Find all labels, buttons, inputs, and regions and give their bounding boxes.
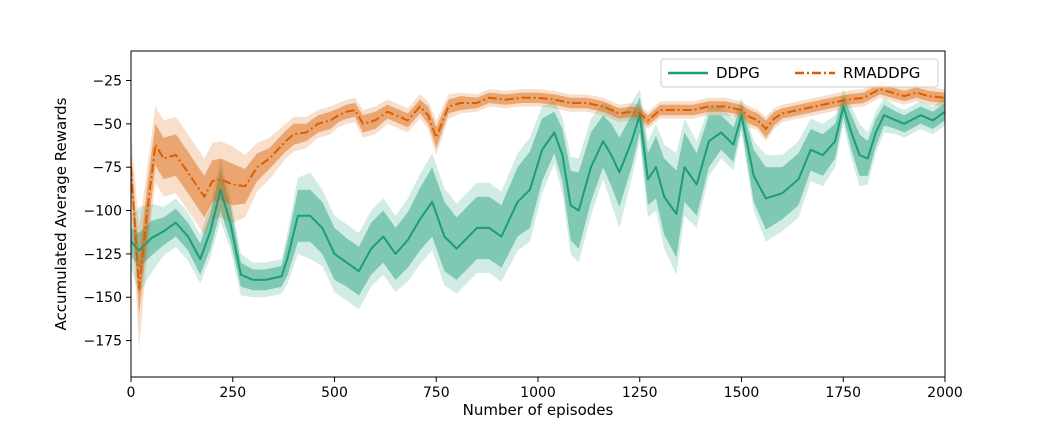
axis-ticks: 0 250 500 750 1000 1250 1500 1750 2000 −175 −150 −1… <box>84 73 963 401</box>
y-tick-label: −25 <box>92 73 122 89</box>
x-tick-label: 1250 <box>622 385 658 401</box>
legend: DDPG RMADDPG <box>660 58 939 88</box>
y-axis-title: Accumulated Average Rewards <box>52 97 70 330</box>
x-tick-label: 1000 <box>520 385 556 401</box>
y-tick-label: −75 <box>92 160 122 176</box>
y-tick-label: −50 <box>92 117 122 133</box>
confidence-bands <box>131 80 945 350</box>
line-rmaddpg <box>131 88 945 290</box>
legend-label-rmaddpg: RMADDPG <box>843 64 920 82</box>
y-tick-label: −100 <box>84 204 122 220</box>
x-tick-label: 250 <box>219 385 246 401</box>
y-tick-label: −175 <box>84 334 122 350</box>
x-tick-label: 2000 <box>927 385 963 401</box>
x-tick-label: 750 <box>423 385 450 401</box>
legend-label-ddpg: DDPG <box>716 64 760 82</box>
band-inner-ddpg <box>131 96 945 296</box>
series-lines <box>131 88 945 290</box>
x-tick-label: 1750 <box>825 385 861 401</box>
line-ddpg <box>131 105 945 281</box>
x-tick-label: 1500 <box>724 385 760 401</box>
x-tick-label: 500 <box>321 385 348 401</box>
y-tick-label: −150 <box>84 290 122 306</box>
x-axis-title: Number of episodes <box>463 401 614 419</box>
x-tick-label: 0 <box>127 385 136 401</box>
y-tick-label: −125 <box>84 247 122 263</box>
